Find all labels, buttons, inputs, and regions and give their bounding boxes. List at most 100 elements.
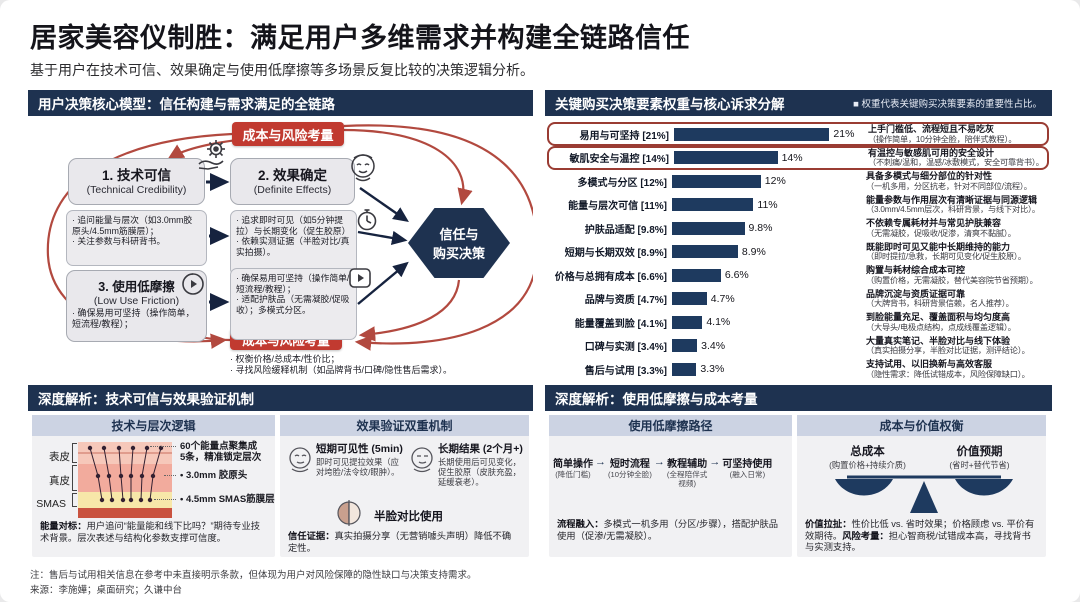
panel-decision-model-body: 成本与风险考量 成本与风险考量 1. 技术可信 (Technical Credi…	[28, 116, 533, 378]
panel-deep-dive-tech: 深度解析：技术可信与效果验证机制 技术与层次逻辑	[28, 385, 533, 560]
clock-icon	[357, 209, 377, 231]
flow-arrow-icon: →	[653, 456, 665, 468]
weight-detail: （即时提拉/急救，长期可见变化/促生胶原）。	[866, 252, 1026, 261]
value-tension-note: 价值拉扯：性价比低 vs. 省时效果；价格顾虑 vs. 平价有效期待。风险考量：…	[805, 519, 1039, 554]
weight-row-label: 售后与试用 [3.3%]	[584, 365, 667, 377]
weight-annotation: 支持试用、以旧换新与高效客服 （隐性需求：降低试错成本，风险保障缺口）。	[863, 359, 1049, 379]
weights-legend: ■ 权重代表关键购买决策要素的重要性占比。	[853, 96, 1042, 110]
long-term-title: 长期结果 (2个月+)	[438, 443, 523, 455]
weight-row-label: 易用与可坚持 [21%]	[579, 130, 669, 142]
weight-annotation: 上手门槛低、流程短且不易吃灰 （操作简单，10分钟全脸，陪伴式教程）。	[865, 124, 1047, 144]
weight-bar	[672, 362, 697, 376]
weight-bar-track: 4.1%	[667, 315, 863, 329]
friction-path-step: 教程辅助 (全程陪伴式 视频)	[667, 455, 708, 489]
trust-evidence-text: 真实拍摄分享（无营销噱头声明）降低不确定性。	[288, 531, 512, 553]
friction-path-flow: 简单操作 (降低门槛) → 短时流程 (10分钟全脸) → 教程辅助 (全程陪伴…	[553, 455, 790, 489]
weight-bar	[672, 268, 721, 282]
panel-decision-model: 用户决策核心模型：信任构建与需求满足的全链路	[28, 90, 533, 378]
weight-bar	[672, 174, 761, 188]
weight-row: 短期与长期双效 [8.9%] 8.9% 既能即时可见又能中长期维持的能力 （即时…	[547, 241, 1049, 263]
weight-headline: 上手门槛低、流程短且不易吃灰	[868, 124, 995, 134]
node-technical-credibility-title: 1. 技术可信	[101, 168, 171, 183]
energy-points-icon	[87, 445, 164, 503]
cost-value-header: 成本与价值权衡	[797, 415, 1046, 436]
legend-square-icon: ■	[853, 99, 859, 110]
weight-headline: 有温控与敏感肌可用的安全设计	[868, 147, 995, 158]
weight-annotation: 到脸能量充足、覆盖面积与均匀度高 （大导头/电极点结构，点成线覆盖逻辑）。	[863, 312, 1049, 332]
weight-row: 能量覆盖到脸 [4.1%] 4.1% 到脸能量充足、覆盖面积与均匀度高 （大导头…	[547, 311, 1049, 333]
value-expectation-title: 价值预期	[956, 446, 1003, 458]
weight-row-label: 价格与总拥有成本 [6.6%]	[554, 271, 667, 283]
panel-deep-dive-friction-header: 深度解析：使用低摩擦与成本考量	[545, 385, 1052, 411]
effect-verification-header: 效果验证双重机制	[280, 415, 529, 436]
panel-purchase-weights: 关键购买决策要素权重与核心诉求分解 ■ 权重代表关键购买决策要素的重要性占比。 …	[545, 90, 1052, 380]
footnote-source: 来源：李施嬅；桌面研究；久谦中台	[30, 585, 183, 596]
half-face-compare-label: 半脸对比使用	[374, 511, 443, 523]
panel-deep-dive-tech-header: 深度解析：技术可信与效果验证机制	[28, 385, 533, 411]
total-cost-title: 总成本	[850, 446, 885, 458]
weight-detail: （3.0mm/4.5mm层次，科研背景，与线下对比）。	[866, 205, 1040, 214]
weight-headline: 具备多模式与细分部位的针对性	[866, 171, 993, 181]
friction-path-card: 使用低摩擦路径 简单操作 (降低门槛) → 短时流程 (10分钟全脸) → 教程…	[549, 415, 792, 557]
weight-bar	[674, 151, 778, 164]
node-low-friction-en: (Low Use Friction)	[93, 295, 180, 307]
weight-row-label: 能量覆盖到脸 [4.1%]	[574, 318, 667, 330]
effect-bullets: · 追求即时可见（如5分钟提拉）与长期变化（促生胶原） · 依赖实测证据（半脸对…	[230, 210, 357, 276]
legend-note: 权重代表关键购买决策要素的重要性占比。	[861, 99, 1042, 110]
weight-row: 敏肌安全与温控 [14%] 14% 有温控与敏感肌可用的安全设计 （不刺痛/温和…	[547, 145, 1049, 170]
flow-arrow-icon: →	[709, 456, 721, 468]
weight-row-label: 能量与层次可信 [11%]	[568, 201, 667, 212]
weight-bar-track: 12%	[667, 174, 863, 188]
weight-annotation: 大量真实笔记、半脸对比与线下体验 （真实拍摄分享，半脸对比证据，测评结论）。	[863, 336, 1049, 356]
friction-path-step: 可坚持使用 (融入日常)	[722, 455, 772, 480]
weight-detail: （操作简单，10分钟全脸，陪伴式教程）。	[868, 134, 1017, 144]
weight-headline: 不依赖专属耗材并与常见护肤兼容	[866, 218, 1002, 228]
total-cost-sub: (购置价格+持续介质)	[829, 460, 906, 470]
short-term-title: 短期可见性 (5min)	[316, 443, 403, 455]
skin-annotation-smas-layer: • 4.5mm SMAS筋膜层	[180, 494, 275, 505]
cost-risk-bullets: · 权衡价格/总成本/性价比； · 寻找风险缓释机制（如品牌背书/口碑/隐性售后…	[230, 354, 452, 375]
weight-value: 4.1%	[706, 316, 731, 328]
skin-label-dermis: 真皮	[49, 475, 70, 487]
weight-headline: 大量真实笔记、半脸对比与线下体验	[866, 335, 1011, 346]
weight-detail: （真实拍摄分享，半脸对比证据，测评结论）。	[866, 346, 1030, 355]
long-term-desc: 长期使用后可见变化，促生胶原（皮肤充盈，延缓衰老）。	[438, 457, 521, 487]
weight-annotation: 有温控与敏感肌可用的安全设计 （不刺痛/温和，温感/冰敷模式，安全可靠背书）。	[865, 148, 1047, 168]
weight-headline: 支持试用、以旧换新与高效客服	[866, 359, 993, 369]
weight-row-label: 敏肌安全与温控 [14%]	[569, 154, 669, 165]
long-term-block: 长期结果 (2个月+) 长期使用后可见变化，促生胶原（皮肤充盈，延缓衰老）。	[438, 441, 526, 487]
weight-annotation: 品牌沉淀与资质证据可靠 （大牌背书，科研背景信赖，名人推荐）。	[863, 289, 1049, 309]
short-term-desc: 即时可见提拉效果（应对垮脸/法令纹/眼肿）。	[316, 457, 400, 477]
friction-path-header: 使用低摩擦路径	[549, 415, 792, 436]
value-tension-lead: 价值拉扯：	[805, 519, 852, 529]
panel-deep-dive-tech-body: 技术与层次逻辑	[28, 411, 533, 560]
balance-scale-icon	[835, 475, 1013, 513]
energy-benchmark-note-text: 用户追问“能量能和线下比吗？”期待专业技术背景。层次表述与结构化参数支撑可信度。	[40, 521, 261, 543]
process-integration-note: 流程融入：多模式一机多用（分区/步骤），搭配护肤品使用（促渗/无需凝胶）。	[557, 519, 785, 542]
weight-bar-track: 8.9%	[667, 245, 863, 258]
weight-bar	[672, 315, 703, 329]
weight-bar-track: 3.4%	[667, 339, 863, 352]
weight-row-label: 口碑与实测 [3.4%]	[584, 342, 667, 353]
step-label: 可坚持使用	[722, 459, 773, 470]
weight-row-label: 品牌与资质 [4.7%]	[584, 295, 667, 306]
value-expectation-block: 价值预期 (省时+替代节省)	[927, 443, 1032, 471]
process-integration-text: 多模式一机多用（分区/步骤），搭配护肤品使用（促渗/无需凝胶）。	[557, 519, 779, 541]
step-label: 短时流程	[609, 459, 650, 470]
energy-benchmark-note-lead: 能量对标：	[40, 521, 87, 531]
weight-annotation: 具备多模式与细分部位的针对性 （一机多用，分区抗老，针对不同部位/流程）。	[863, 171, 1049, 191]
weight-row: 售后与试用 [3.3%] 3.3% 支持试用、以旧换新与高效客服 （隐性需求：降…	[547, 358, 1049, 380]
half-face-compare-icon	[337, 500, 361, 526]
weight-headline: 购置与耗材综合成本可控	[866, 265, 966, 275]
panel-deep-dive-friction-title: 深度解析：使用低摩擦与成本考量	[555, 392, 758, 407]
panel-deep-dive-friction-body: 使用低摩擦路径 简单操作 (降低门槛) → 短时流程 (10分钟全脸) → 教程…	[545, 411, 1052, 560]
weight-detail: （一机多用，分区抗老，针对不同部位/流程）。	[866, 181, 1032, 191]
weight-bar	[672, 292, 707, 305]
node-definite-effects-en: (Definite Effects)	[253, 184, 332, 196]
weight-headline: 到脸能量充足、覆盖面积与均匀度高	[866, 312, 1011, 322]
weight-detail: （购置价格，无需凝胶，替代美容院节省预期）。	[866, 275, 1038, 285]
weight-row: 易用与可坚持 [21%] 21% 上手门槛低、流程短且不易吃灰 （操作简单，10…	[547, 122, 1049, 146]
node-definite-effects: 2. 效果确定 (Definite Effects)	[230, 158, 355, 205]
node-definite-effects-title: 2. 效果确定	[257, 168, 327, 183]
skin-label-epidermis: 表皮	[49, 451, 70, 463]
